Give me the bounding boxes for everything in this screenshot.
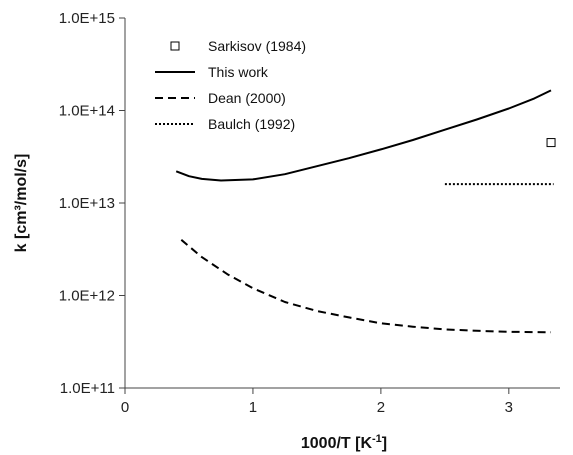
x-axis-title: 1000/T [K-1]	[301, 433, 387, 452]
legend-label-1: This work	[208, 64, 269, 80]
x-tick-label: 2	[377, 399, 385, 416]
y-tick-label: 1.0E+15	[59, 10, 115, 27]
legend-label-0: Sarkisov (1984)	[208, 38, 306, 54]
y-tick-label: 1.0E+12	[59, 288, 115, 305]
x-tick-label: 0	[121, 399, 129, 416]
y-tick-label: 1.0E+13	[59, 195, 115, 212]
legend-swatch-0	[170, 41, 180, 51]
y-tick-label: 1.0E+11	[60, 380, 115, 397]
series-layer	[175, 89, 556, 334]
legend-label-2: Dean (2000)	[208, 90, 286, 106]
series-0-point	[546, 138, 556, 148]
ticks: 1.0E+11 1.0E+12 1.0E+13 1.0E+14 1.0E+15 0 1 2 3	[59, 10, 513, 416]
legend: Sarkisov (1984) This work Dean (2000) Baulc…	[155, 38, 306, 132]
x-tick-label: 1	[249, 399, 257, 416]
y-axis-title: k [cm³/mol/s]	[13, 154, 30, 253]
axes	[124, 18, 560, 389]
series-1-line	[175, 89, 552, 182]
x-tick-label: 3	[505, 399, 513, 416]
y-tick-label: 1.0E+14	[59, 103, 115, 120]
series-2-line	[180, 239, 552, 334]
legend-label-3: Baulch (1992)	[208, 116, 295, 132]
